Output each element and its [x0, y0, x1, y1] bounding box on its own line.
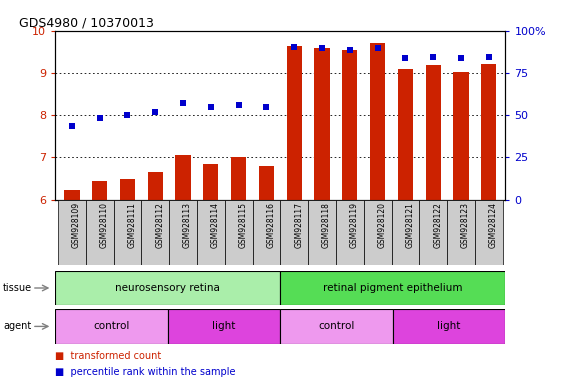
Bar: [58, 200, 86, 265]
Point: [345, 46, 354, 53]
Bar: [280, 200, 308, 265]
Bar: [336, 200, 364, 265]
Point: [262, 104, 271, 110]
Point: [67, 123, 77, 129]
Text: GSM928122: GSM928122: [433, 202, 442, 248]
Bar: [175, 156, 191, 200]
Text: GSM928116: GSM928116: [267, 202, 275, 248]
Bar: [168, 309, 280, 344]
Text: retinal pigment epithelium: retinal pigment epithelium: [323, 283, 462, 293]
Bar: [447, 200, 475, 265]
Bar: [148, 172, 163, 200]
Bar: [64, 190, 80, 200]
Text: GSM928114: GSM928114: [211, 202, 220, 248]
Point: [95, 115, 105, 121]
Text: agent: agent: [3, 321, 31, 331]
Text: control: control: [318, 321, 355, 331]
Bar: [393, 309, 505, 344]
Point: [206, 104, 216, 110]
Bar: [314, 48, 329, 200]
Bar: [286, 45, 302, 200]
Bar: [392, 200, 419, 265]
Text: neurosensory retina: neurosensory retina: [115, 283, 220, 293]
Bar: [203, 164, 218, 200]
Point: [429, 54, 438, 60]
Text: GSM928111: GSM928111: [127, 202, 137, 248]
Text: GDS4980 / 10370013: GDS4980 / 10370013: [19, 17, 154, 30]
Text: GSM928124: GSM928124: [489, 202, 498, 248]
Bar: [280, 309, 393, 344]
Text: GSM928121: GSM928121: [406, 202, 414, 248]
Bar: [113, 200, 141, 265]
Bar: [141, 200, 169, 265]
Text: light: light: [437, 321, 461, 331]
Bar: [259, 166, 274, 200]
Text: GSM928110: GSM928110: [100, 202, 109, 248]
Text: GSM928115: GSM928115: [239, 202, 248, 248]
Bar: [86, 200, 113, 265]
Bar: [197, 200, 225, 265]
Bar: [425, 65, 441, 200]
Bar: [398, 69, 413, 200]
Bar: [453, 72, 469, 200]
Bar: [481, 64, 496, 200]
Text: ■  percentile rank within the sample: ■ percentile rank within the sample: [55, 367, 236, 377]
Bar: [55, 309, 168, 344]
Point: [401, 55, 410, 61]
Bar: [169, 200, 197, 265]
Bar: [370, 43, 385, 200]
Text: GSM928123: GSM928123: [461, 202, 470, 248]
Text: ■  transformed count: ■ transformed count: [55, 351, 162, 361]
Text: GSM928112: GSM928112: [155, 202, 164, 248]
Point: [289, 44, 299, 50]
Point: [123, 112, 132, 118]
Text: tissue: tissue: [3, 283, 32, 293]
Point: [234, 101, 243, 108]
Point: [317, 45, 327, 51]
Bar: [419, 200, 447, 265]
Point: [373, 45, 382, 51]
Point: [150, 109, 160, 115]
Bar: [225, 200, 253, 265]
Bar: [55, 271, 280, 305]
Text: GSM928117: GSM928117: [294, 202, 303, 248]
Point: [484, 54, 493, 60]
Point: [456, 55, 465, 61]
Bar: [308, 200, 336, 265]
Text: GSM928120: GSM928120: [378, 202, 386, 248]
Bar: [92, 181, 107, 200]
Text: GSM928109: GSM928109: [72, 202, 81, 248]
Bar: [475, 200, 503, 265]
Bar: [364, 200, 392, 265]
Text: light: light: [213, 321, 236, 331]
Bar: [253, 200, 281, 265]
Text: GSM928118: GSM928118: [322, 202, 331, 248]
Point: [178, 99, 188, 106]
Bar: [342, 50, 357, 200]
Bar: [231, 157, 246, 200]
Text: GSM928113: GSM928113: [183, 202, 192, 248]
Text: control: control: [94, 321, 130, 331]
Bar: [280, 271, 505, 305]
Bar: [120, 179, 135, 200]
Text: GSM928119: GSM928119: [350, 202, 359, 248]
